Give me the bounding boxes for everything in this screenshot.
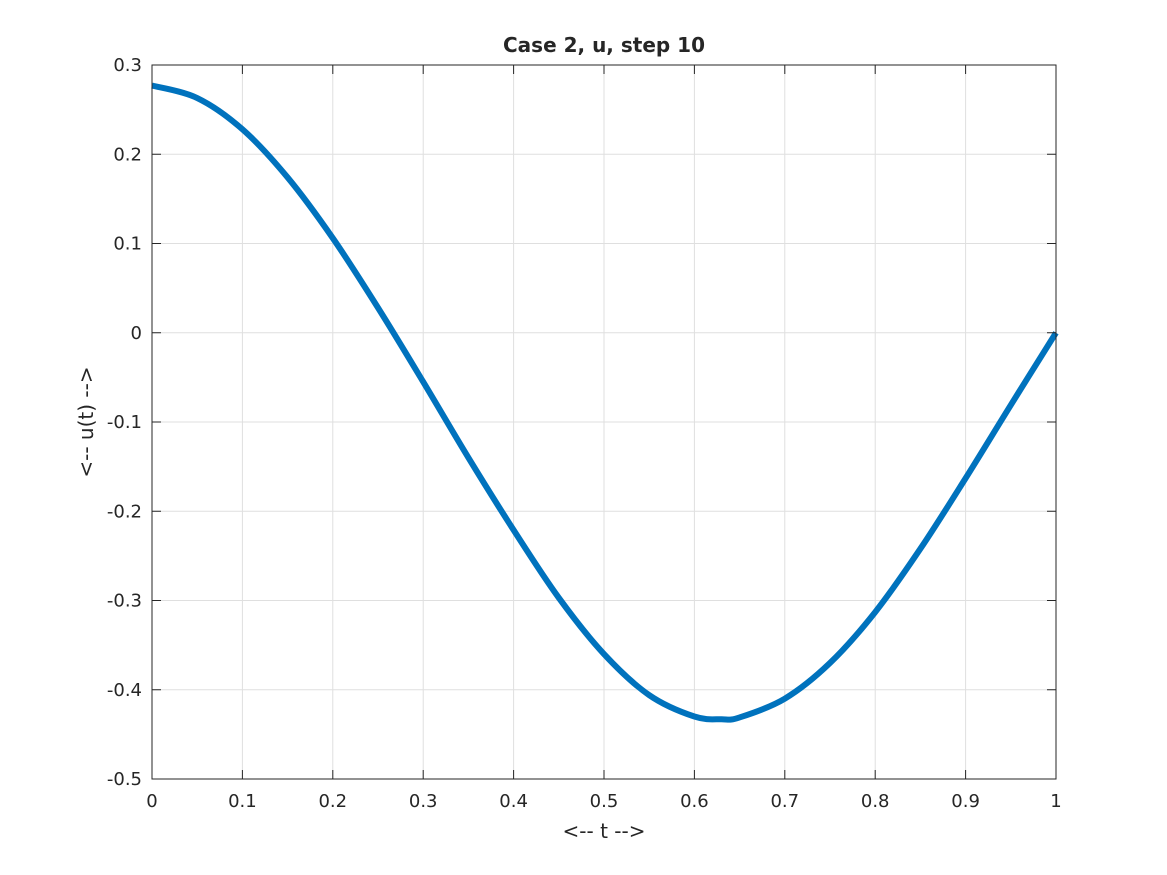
y-tick-label: -0.3 xyxy=(107,591,142,612)
x-tick-label: 0 xyxy=(146,791,157,812)
x-tick-label: 0.9 xyxy=(951,791,980,812)
y-axis-label: <-- u(t) --> xyxy=(74,366,98,477)
series-group xyxy=(151,82,1059,723)
y-tick-label: -0.4 xyxy=(107,680,142,701)
y-tick-labels: 0.3 0.2 0.1 0 -0.1 -0.2 -0.3 -0.4 -0.5 xyxy=(107,55,142,790)
y-tick-label: 0.1 xyxy=(113,234,142,255)
tick-marks xyxy=(151,64,1057,780)
x-tick-label: 0.6 xyxy=(680,791,709,812)
x-tick-label: 0.8 xyxy=(861,791,890,812)
x-tick-label: 0.1 xyxy=(228,791,257,812)
x-tick-label: 0.3 xyxy=(409,791,438,812)
x-tick-labels: 0 0.1 0.2 0.3 0.4 0.5 0.6 0.7 0.8 0.9 1 xyxy=(146,791,1061,812)
y-tick-label: 0.2 xyxy=(113,144,142,165)
y-tick-label: 0.3 xyxy=(113,55,142,76)
x-tick-label: 0.5 xyxy=(590,791,619,812)
series-line-u xyxy=(151,82,1059,723)
y-tick-label: -0.5 xyxy=(107,769,142,790)
chart-title: Case 2, u, step 10 xyxy=(503,33,705,57)
x-tick-label: 0.4 xyxy=(499,791,528,812)
x-tick-label: 0.7 xyxy=(770,791,799,812)
y-tick-label: -0.2 xyxy=(107,501,142,522)
y-tick-label: -0.1 xyxy=(107,412,142,433)
x-axis-label: <-- t --> xyxy=(563,819,646,843)
x-tick-label: 0.2 xyxy=(318,791,347,812)
y-tick-label: 0 xyxy=(131,323,142,344)
x-tick-label: 1 xyxy=(1050,791,1061,812)
